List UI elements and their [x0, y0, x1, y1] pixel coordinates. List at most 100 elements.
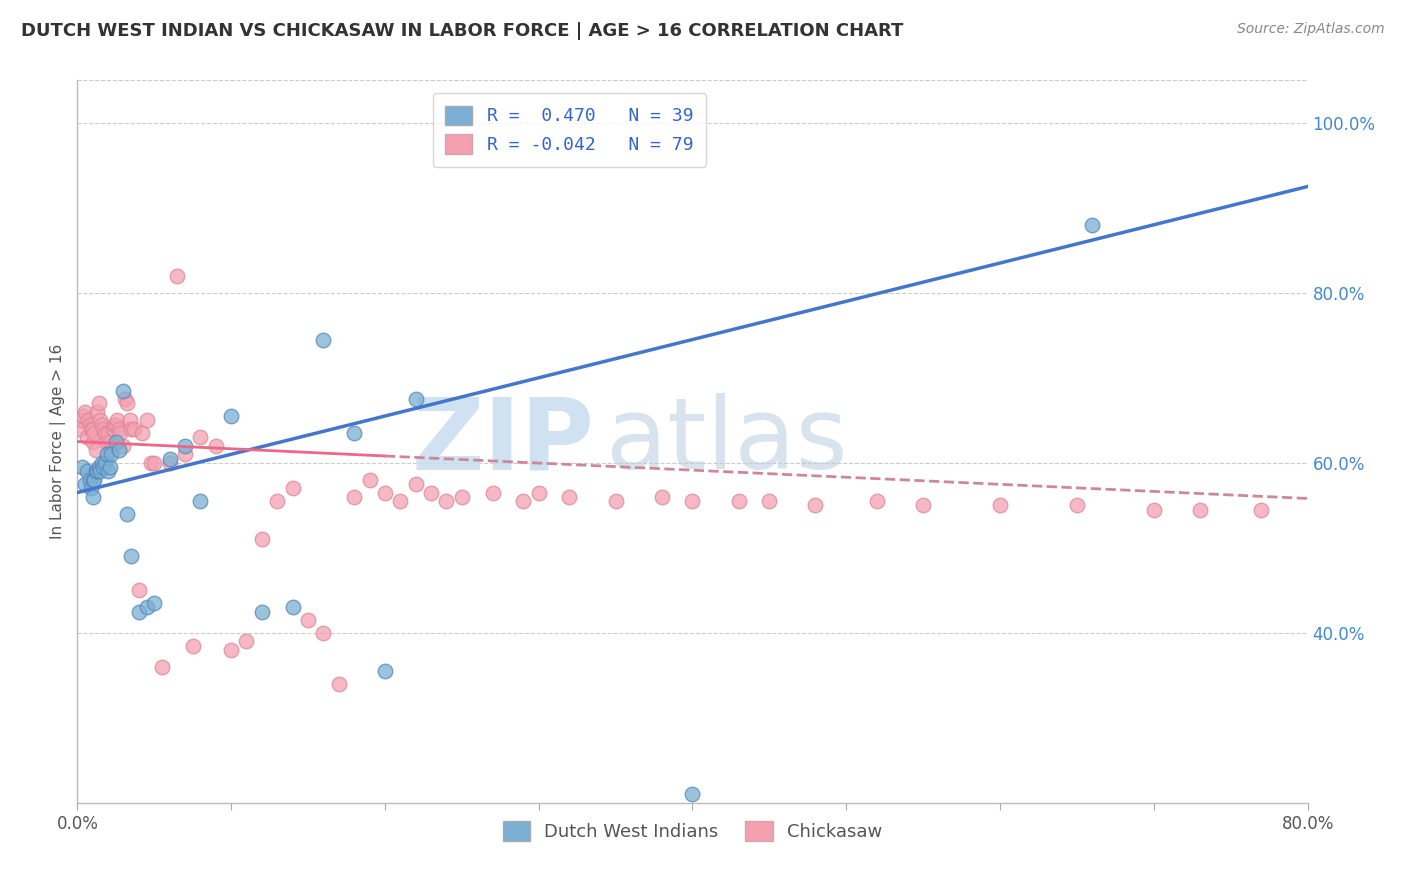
- Point: [80, 422, 103, 436]
- Point: [108, 422, 131, 436]
- Point: [235, 634, 257, 648]
- Point: [73, 477, 96, 491]
- Text: atlas: atlas: [606, 393, 848, 490]
- Point: [128, 605, 150, 619]
- Point: [682, 787, 704, 801]
- Point: [374, 485, 396, 500]
- Point: [181, 639, 204, 653]
- Point: [266, 494, 288, 508]
- Point: [118, 413, 141, 427]
- Point: [82, 422, 104, 436]
- Point: [97, 425, 120, 440]
- Point: [131, 425, 153, 440]
- Point: [1143, 502, 1166, 516]
- Y-axis label: In Labor Force | Age > 16: In Labor Force | Age > 16: [51, 344, 66, 539]
- Point: [94, 425, 117, 440]
- Point: [250, 605, 273, 619]
- Point: [1250, 502, 1272, 516]
- Point: [100, 443, 122, 458]
- Point: [988, 498, 1011, 512]
- Point: [93, 422, 115, 436]
- Point: [281, 481, 304, 495]
- Point: [112, 384, 135, 398]
- Point: [219, 409, 242, 423]
- Point: [405, 477, 427, 491]
- Point: [79, 417, 101, 432]
- Point: [76, 464, 98, 478]
- Point: [866, 494, 889, 508]
- Point: [103, 417, 125, 432]
- Point: [651, 490, 673, 504]
- Point: [143, 456, 166, 470]
- Point: [758, 494, 780, 508]
- Point: [87, 460, 110, 475]
- Point: [104, 434, 127, 449]
- Point: [374, 664, 396, 678]
- Point: [343, 490, 366, 504]
- Point: [114, 392, 136, 406]
- Point: [100, 447, 122, 461]
- Point: [73, 405, 96, 419]
- Point: [297, 613, 319, 627]
- Point: [69, 422, 91, 436]
- Point: [389, 494, 412, 508]
- Point: [174, 447, 197, 461]
- Point: [77, 413, 100, 427]
- Point: [90, 417, 114, 432]
- Point: [159, 451, 181, 466]
- Point: [420, 485, 443, 500]
- Point: [122, 422, 145, 436]
- Point: [481, 485, 503, 500]
- Point: [1081, 218, 1104, 232]
- Point: [93, 460, 115, 475]
- Point: [70, 460, 93, 475]
- Point: [97, 464, 120, 478]
- Point: [250, 533, 273, 547]
- Point: [328, 677, 350, 691]
- Point: [219, 642, 242, 657]
- Point: [204, 439, 226, 453]
- Point: [98, 460, 121, 475]
- Point: [135, 600, 157, 615]
- Point: [104, 417, 127, 432]
- Point: [1188, 502, 1211, 516]
- Point: [150, 660, 173, 674]
- Point: [120, 549, 142, 564]
- Point: [90, 456, 114, 470]
- Point: [558, 490, 581, 504]
- Point: [912, 498, 935, 512]
- Point: [76, 430, 98, 444]
- Point: [108, 443, 131, 458]
- Point: [86, 405, 108, 419]
- Point: [188, 430, 212, 444]
- Point: [359, 473, 381, 487]
- Point: [312, 625, 335, 640]
- Point: [87, 396, 110, 410]
- Point: [98, 434, 121, 449]
- Point: [82, 434, 104, 449]
- Point: [166, 268, 188, 283]
- Point: [84, 443, 107, 458]
- Point: [405, 392, 427, 406]
- Point: [281, 600, 304, 615]
- Legend: Dutch West Indians, Chickasaw: Dutch West Indians, Chickasaw: [495, 814, 890, 848]
- Text: ZIP: ZIP: [411, 393, 595, 490]
- Point: [143, 596, 166, 610]
- Point: [72, 409, 94, 423]
- Point: [312, 333, 335, 347]
- Point: [70, 413, 93, 427]
- Point: [83, 425, 105, 440]
- Point: [94, 456, 117, 470]
- Point: [120, 422, 142, 436]
- Point: [82, 473, 104, 487]
- Point: [84, 464, 107, 478]
- Point: [135, 413, 157, 427]
- Point: [101, 422, 124, 436]
- Point: [343, 425, 366, 440]
- Point: [682, 494, 704, 508]
- Point: [89, 413, 111, 427]
- Point: [96, 434, 118, 449]
- Point: [128, 583, 150, 598]
- Point: [605, 494, 627, 508]
- Point: [512, 494, 534, 508]
